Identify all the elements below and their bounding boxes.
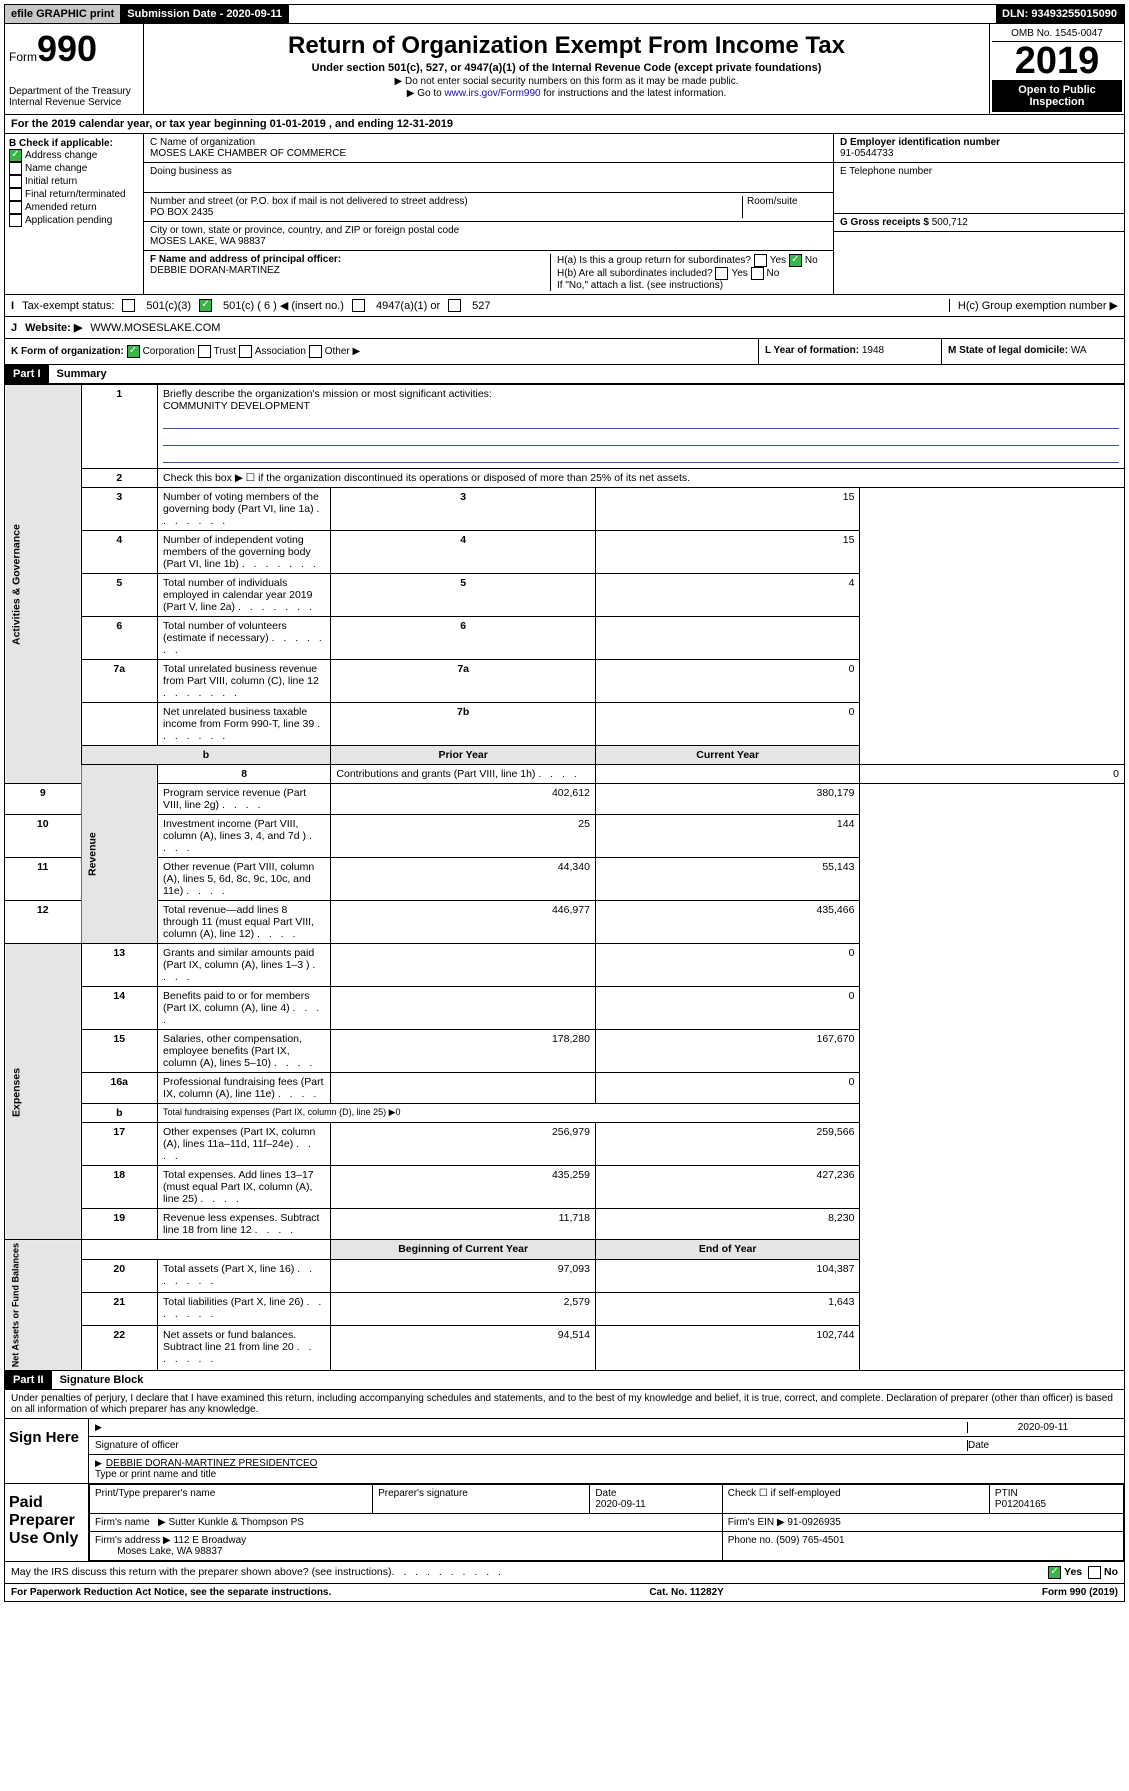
perjury: Under penalties of perjury, I declare th… xyxy=(4,1390,1125,1419)
top-bar: efile GRAPHIC print Submission Date - 20… xyxy=(4,4,1125,24)
chk-initial[interactable] xyxy=(9,175,22,188)
open-public: Open to Public Inspection xyxy=(992,80,1122,112)
officer-name: DEBBIE DORAN-MARTINEZ PRESIDENTCEO xyxy=(106,1458,318,1469)
chk-app-pending[interactable] xyxy=(9,214,22,227)
ha-no[interactable] xyxy=(789,254,802,267)
row-j: JWebsite: ▶ WWW.MOSESLAKE.COM xyxy=(4,317,1125,339)
firm-ein: 91-0926935 xyxy=(787,1517,840,1528)
ha-yes[interactable] xyxy=(754,254,767,267)
row-i: ITax-exempt status: 501(c)(3) 501(c) ( 6… xyxy=(4,295,1125,317)
chk-501c[interactable] xyxy=(199,299,212,312)
phone: (509) 765-4501 xyxy=(776,1535,844,1546)
chk-other[interactable] xyxy=(309,345,322,358)
tab-revenue: Revenue xyxy=(81,765,158,944)
ptin: P01204165 xyxy=(995,1499,1046,1510)
mission: COMMUNITY DEVELOPMENT xyxy=(163,400,1119,412)
chk-name-change[interactable] xyxy=(9,162,22,175)
chk-assoc[interactable] xyxy=(239,345,252,358)
officer: DEBBIE DORAN-MARTINEZ xyxy=(150,265,550,276)
hb-no[interactable] xyxy=(751,267,764,280)
chk-527[interactable] xyxy=(448,299,461,312)
ssn-note: ▶ Do not enter social security numbers o… xyxy=(151,76,982,87)
calendar-year-line: For the 2019 calendar year, or tax year … xyxy=(4,115,1125,134)
domicile: WA xyxy=(1071,345,1087,356)
part1-bar: Part I Summary xyxy=(4,365,1125,384)
chk-corp[interactable] xyxy=(127,345,140,358)
footer: For Paperwork Reduction Act Notice, see … xyxy=(4,1584,1125,1602)
discuss-no[interactable] xyxy=(1088,1566,1101,1579)
tax-year: 2019 xyxy=(992,42,1122,80)
firm-name: ▶ Sutter Kunkle & Thompson PS xyxy=(158,1517,304,1528)
chk-amended[interactable] xyxy=(9,201,22,214)
chk-trust[interactable] xyxy=(198,345,211,358)
dln: DLN: 93493255015090 xyxy=(996,5,1124,23)
paid-preparer: Paid Preparer Use Only Print/Type prepar… xyxy=(4,1484,1125,1562)
col-c: C Name of organizationMOSES LAKE CHAMBER… xyxy=(144,134,834,294)
form-number: 990 xyxy=(37,28,97,69)
chk-address-change[interactable] xyxy=(9,149,22,162)
discuss-yes[interactable] xyxy=(1048,1566,1061,1579)
ein: 91-0544733 xyxy=(840,148,1118,159)
goto-note: ▶ Go to www.irs.gov/Form990 for instruct… xyxy=(151,88,982,99)
tab-governance: Activities & Governance xyxy=(5,385,82,784)
org-name: MOSES LAKE CHAMBER OF COMMERCE xyxy=(150,148,827,159)
efile-label[interactable]: efile GRAPHIC print xyxy=(5,5,121,23)
sign-here: Sign Here 2020-09-11 Signature of office… xyxy=(4,1419,1125,1484)
part2-bar: Part II Signature Block xyxy=(4,1371,1125,1390)
chk-final[interactable] xyxy=(9,188,22,201)
chk-4947[interactable] xyxy=(352,299,365,312)
form-title: Return of Organization Exempt From Incom… xyxy=(150,32,983,60)
website: WWW.MOSESLAKE.COM xyxy=(90,322,220,334)
year-formed: 1948 xyxy=(862,345,884,356)
tab-net: Net Assets or Fund Balances xyxy=(5,1240,82,1371)
submission-date: Submission Date - 2020-09-11 xyxy=(121,5,289,23)
col-de: D Employer identification number91-05447… xyxy=(834,134,1124,294)
h-block: H(a) Is this a group return for subordin… xyxy=(550,254,827,291)
tab-expenses: Expenses xyxy=(5,944,82,1240)
form-label: Form xyxy=(9,50,37,64)
col-b: B Check if applicable: Address change Na… xyxy=(5,134,144,294)
discuss-row: May the IRS discuss this return with the… xyxy=(4,1562,1125,1584)
street: PO BOX 2435 xyxy=(150,207,742,218)
chk-501c3[interactable] xyxy=(122,299,135,312)
row-klm: K Form of organization: Corporation Trus… xyxy=(4,339,1125,365)
city: MOSES LAKE, WA 98837 xyxy=(150,236,827,247)
dept: Department of the Treasury Internal Reve… xyxy=(9,86,139,108)
summary-table: Activities & Governance 1 Briefly descri… xyxy=(4,384,1125,1371)
form-header: Form990 Department of the Treasury Inter… xyxy=(4,24,1125,115)
gross-receipts: 500,712 xyxy=(932,217,968,228)
under-section: Under section 501(c), 527, or 4947(a)(1)… xyxy=(152,62,981,74)
entity-box: B Check if applicable: Address change Na… xyxy=(4,134,1125,295)
irs-link[interactable]: www.irs.gov/Form990 xyxy=(444,88,540,99)
hb-yes[interactable] xyxy=(715,267,728,280)
